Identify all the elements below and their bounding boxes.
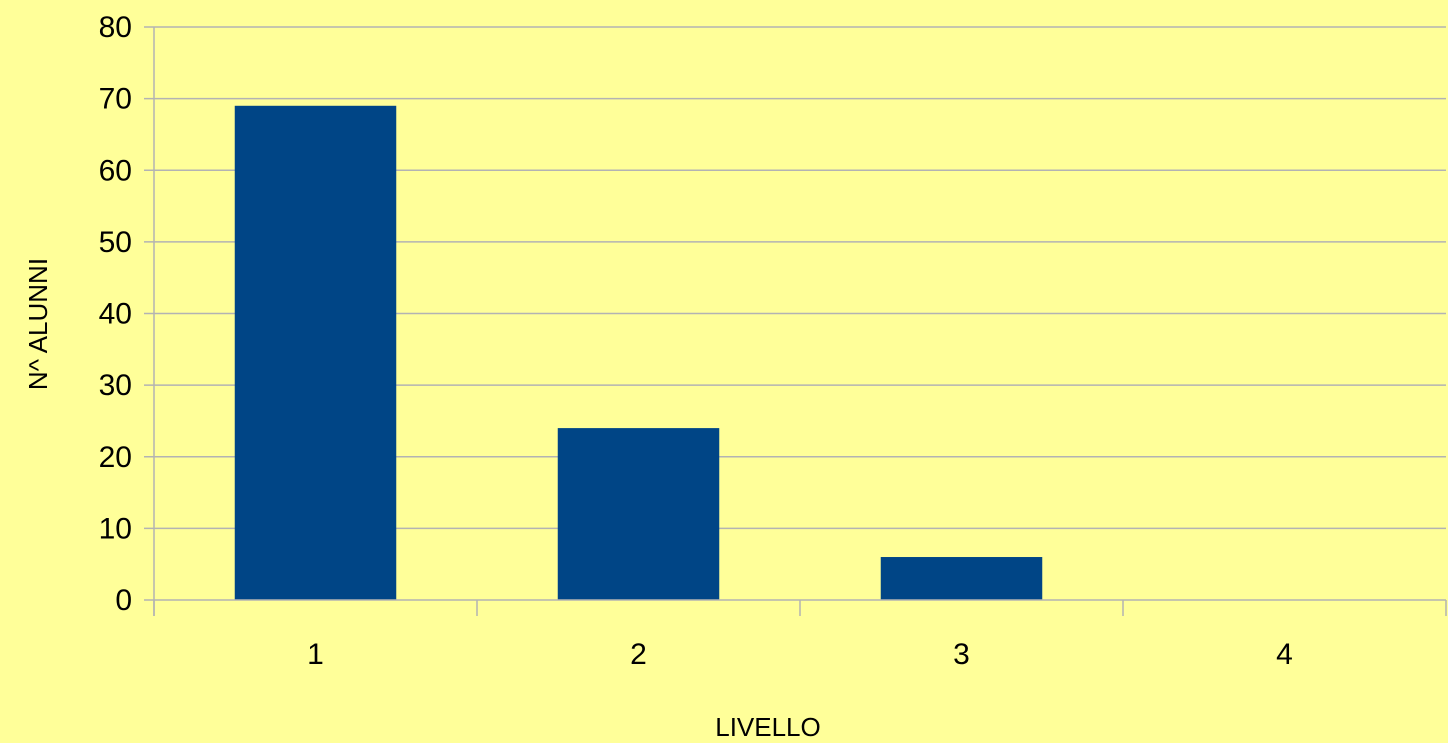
bar-2 — [557, 428, 720, 600]
y-tick-label: 10 — [99, 512, 132, 545]
y-tick-label: 30 — [99, 369, 132, 402]
y-tick-label: 40 — [99, 298, 132, 331]
y-tick-label: 20 — [99, 441, 132, 474]
y-tick-label: 80 — [99, 11, 132, 44]
y-tick-label: 60 — [99, 154, 132, 187]
x-axis-title: LIVELLO — [715, 712, 821, 742]
axes — [144, 26, 1447, 616]
y-tick-label: 0 — [115, 584, 132, 617]
y-tick-labels: 0 10 20 30 40 50 60 70 80 — [99, 11, 132, 617]
bar-1 — [234, 105, 397, 600]
x-tick-label: 2 — [630, 638, 647, 671]
x-tick-labels: 1 2 3 4 — [307, 638, 1293, 671]
y-axis-title: N^ ALUNNI — [23, 258, 53, 390]
y-tick-label: 70 — [99, 83, 132, 116]
y-tick-label: 50 — [99, 226, 132, 259]
bars — [234, 105, 1043, 600]
x-tick-label: 3 — [953, 638, 970, 671]
x-tick-label: 1 — [307, 638, 324, 671]
x-tick-label: 4 — [1276, 638, 1293, 671]
bar-3 — [880, 557, 1043, 600]
